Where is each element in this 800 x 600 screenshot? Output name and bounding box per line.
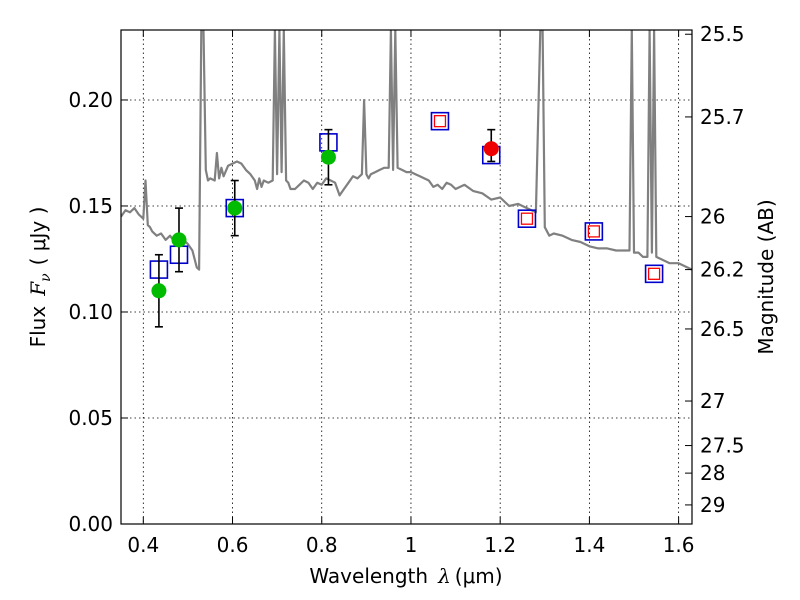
upper-limit-square-marker	[520, 212, 534, 225]
y2-axis-label: Magnitude (AB)	[754, 199, 778, 354]
upper-limit-square-marker	[647, 267, 661, 280]
mag-tick-label: 26	[700, 205, 725, 229]
model-square-marker	[430, 111, 450, 131]
y-tick-label: 0.00	[68, 512, 113, 536]
data-point	[151, 283, 167, 299]
x-axis-label: Wavelength λ (μm)	[309, 564, 502, 588]
x-tick-label: 0.6	[217, 533, 249, 557]
spectrum-line	[121, 30, 692, 271]
photometry-markers	[149, 111, 664, 328]
y-axis-label: FluxFν( μJy )	[26, 207, 54, 348]
upper-limit-square-marker	[587, 225, 601, 238]
mag-tick-label: 29	[700, 493, 725, 517]
x-tick-label: 0.4	[127, 533, 159, 557]
x-tick-label: 1.2	[484, 533, 516, 557]
mag-tick-label: 27.5	[700, 434, 745, 458]
mag-tick-label: 26.5	[700, 317, 745, 341]
data-point	[483, 141, 499, 157]
x-tick-label: 0.8	[306, 533, 338, 557]
plot-area	[121, 30, 692, 524]
mag-tick-label: 25.5	[700, 22, 745, 46]
data-point	[227, 200, 243, 216]
data-point	[171, 232, 187, 248]
model-square-marker	[584, 222, 604, 241]
model-spectrum	[121, 30, 692, 271]
mag-tick-label: 26.2	[700, 258, 745, 282]
mag-tick-label: 25.7	[700, 105, 745, 129]
y-tick-label: 0.05	[68, 406, 113, 430]
model-square-marker	[644, 264, 664, 284]
data-point	[320, 149, 336, 165]
upper-limit-square-marker	[433, 115, 447, 128]
plot-frame	[120, 29, 693, 525]
mag-tick-label: 27	[700, 389, 725, 413]
x-tick-label: 1.4	[573, 533, 605, 557]
y-tick-label: 0.20	[68, 88, 113, 112]
x-tick-label: 1	[405, 533, 418, 557]
y-tick-label: 0.15	[68, 194, 113, 218]
x-tick-label: 1.6	[663, 533, 695, 557]
mag-tick-label: 28	[700, 461, 725, 485]
y-tick-label: 0.10	[68, 300, 113, 324]
axis-ticks: 0.4 0.6 0.8 1 1.2 1.4 1.6 0.00 0.05 0.10 0.15 0.20 2…	[68, 22, 744, 557]
model-square-marker	[517, 209, 537, 228]
